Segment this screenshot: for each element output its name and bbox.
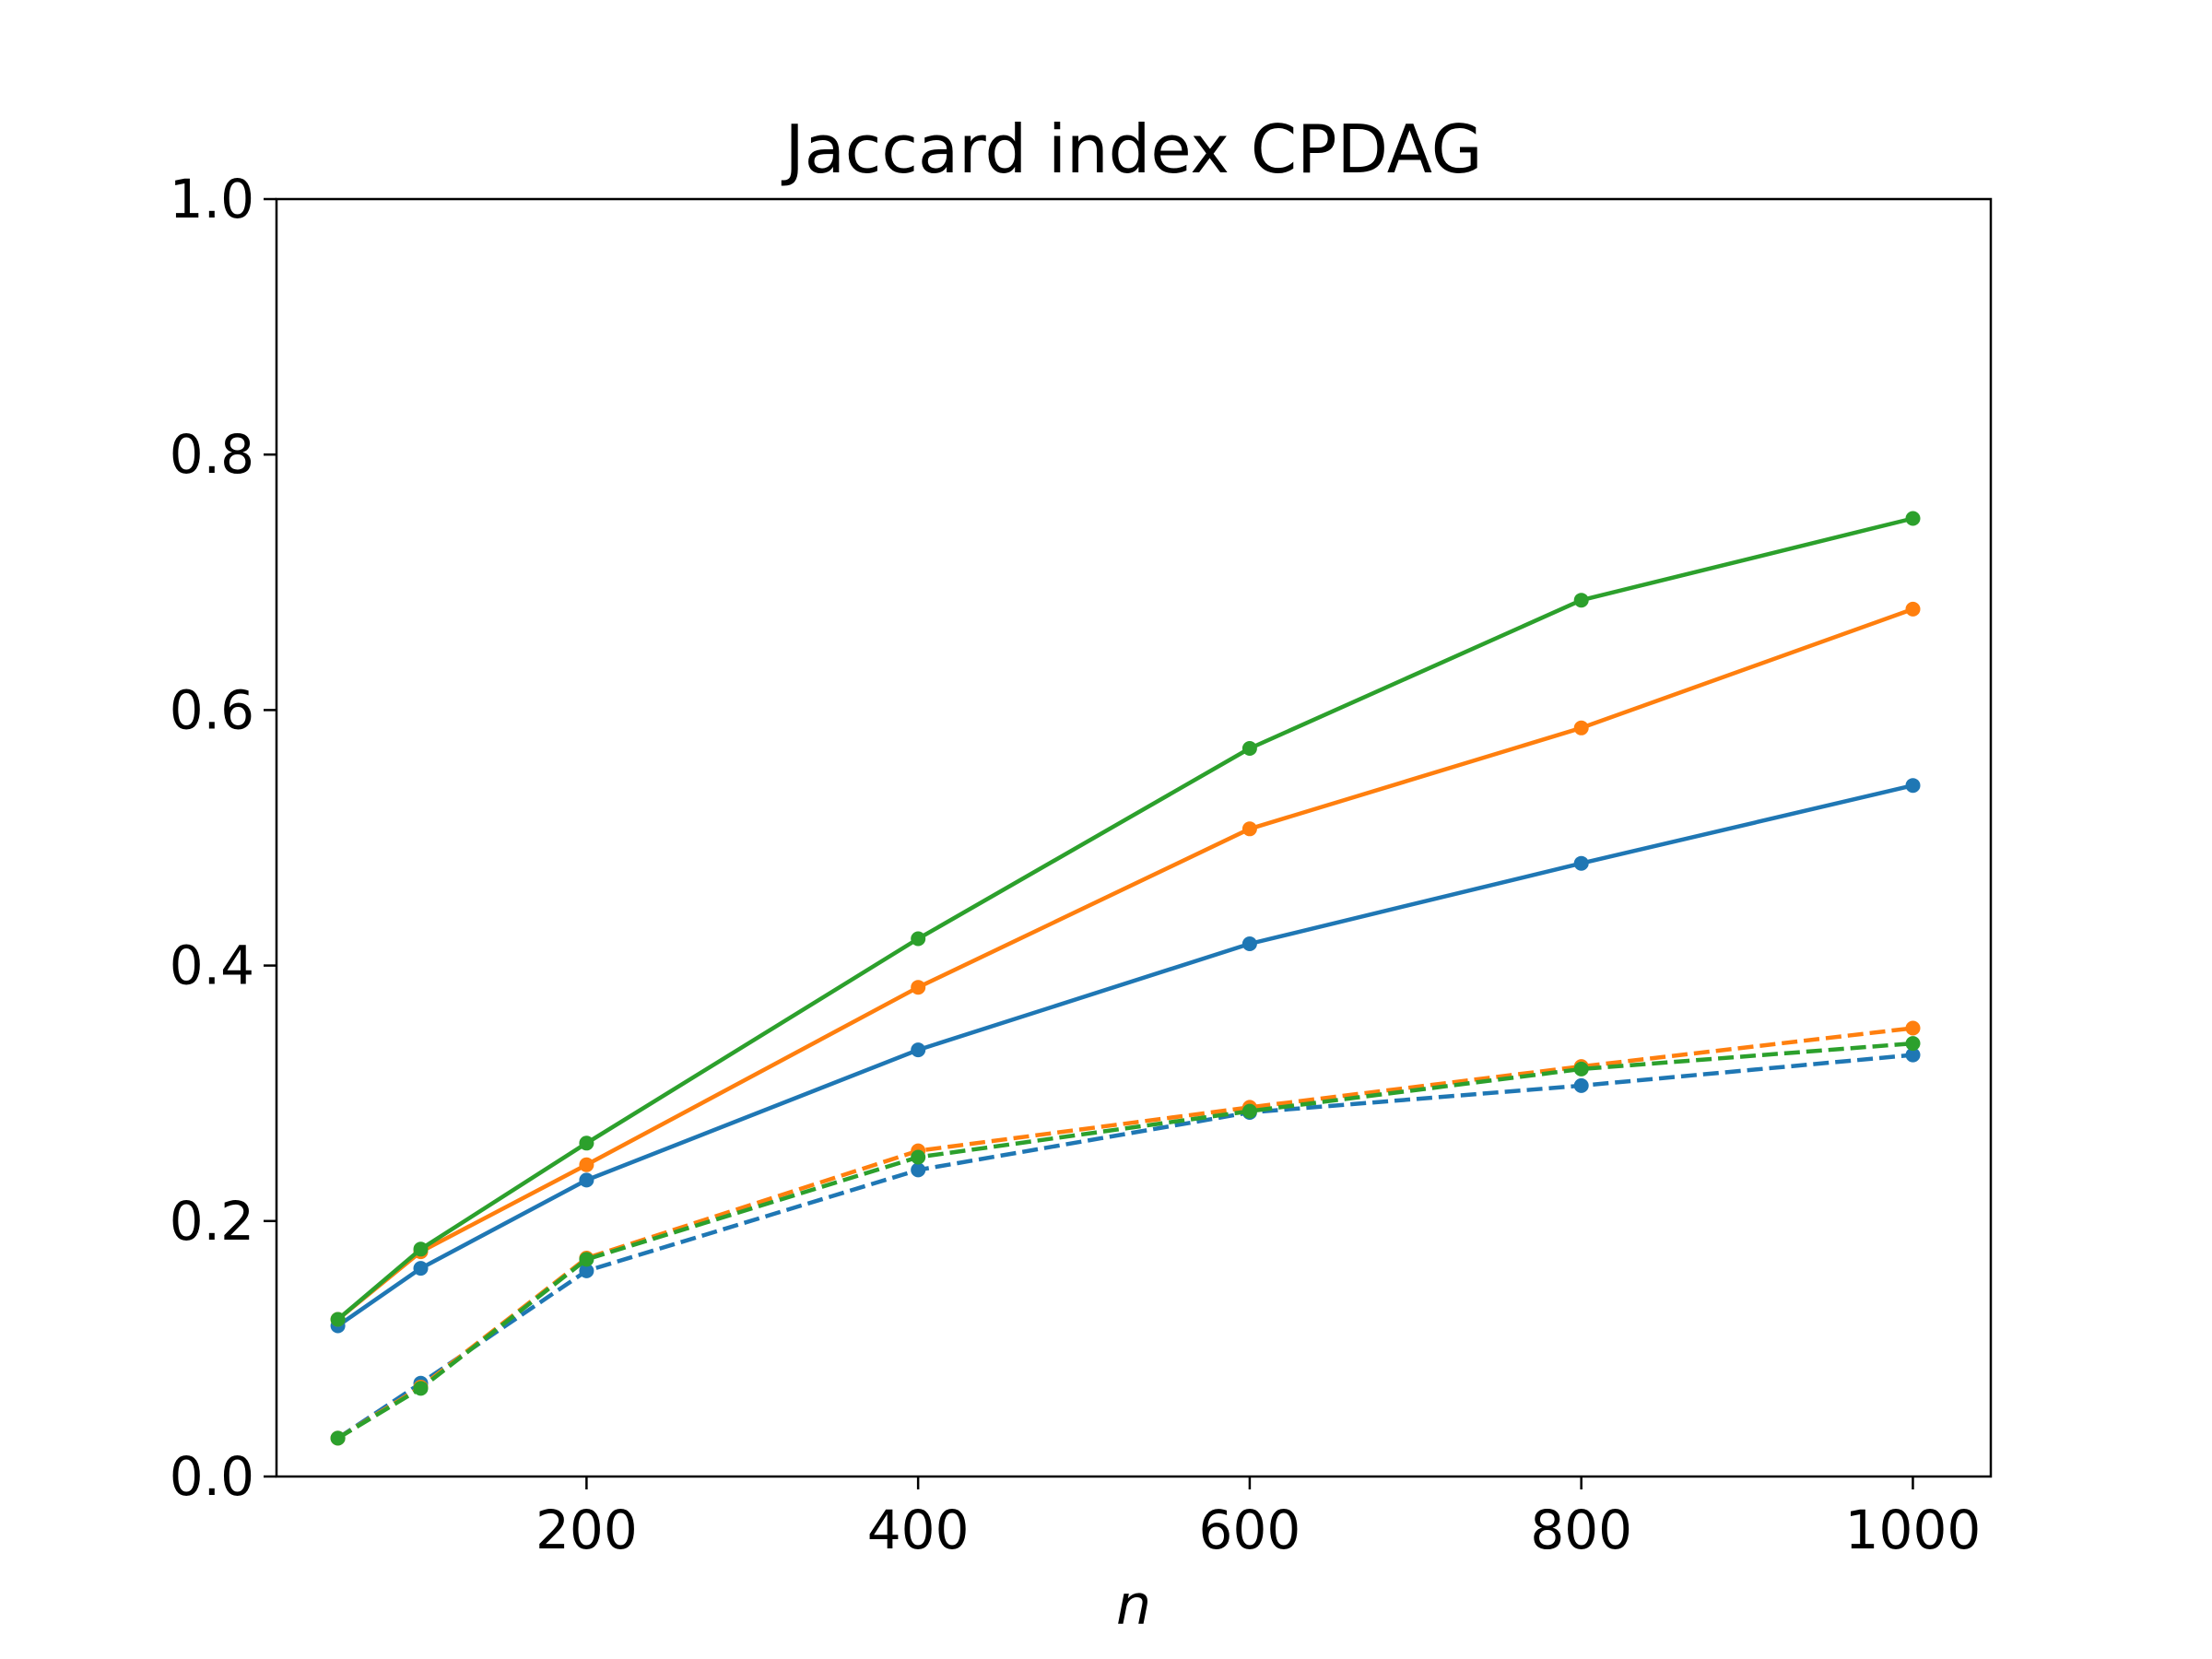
data-point [413,1261,429,1277]
data-point [579,1157,594,1172]
y-tick-label: 0.0 [170,1445,254,1508]
y-tick-label: 0.6 [170,678,254,741]
data-point [1241,821,1257,837]
y-tick-label: 0.2 [170,1190,254,1253]
data-point [1905,1047,1921,1063]
ticks-layer: 200 400 600 800 1000 0.0 0.2 0.4 0.6 0.8 1.0 [170,168,1982,1561]
x-tick-label: 400 [867,1499,970,1561]
data-point [579,1135,594,1151]
data-point [1905,1036,1921,1052]
data-point [1573,1077,1589,1093]
data-point [1241,741,1257,756]
data-point [330,1312,346,1327]
series-3 [330,511,1921,1327]
data-point [911,1042,926,1058]
data-point [911,931,926,947]
data-point [1573,720,1589,735]
data-point [911,980,926,995]
chart-title: Jaccard index CPDAG [781,111,1482,188]
data-point [330,1430,346,1446]
data-point [1241,1103,1257,1119]
data-point [1905,778,1921,794]
data-point [1573,1061,1589,1077]
plot-background [276,199,1991,1477]
data-point [911,1149,926,1165]
data-point [579,1252,594,1267]
data-point [1905,1020,1921,1036]
data-point [413,1241,429,1257]
y-tick-label: 1.0 [170,168,254,230]
x-tick-label: 600 [1199,1499,1301,1561]
data-point [1573,855,1589,871]
data-point [1905,511,1921,526]
data-point [1573,593,1589,608]
plot-frame [275,197,1993,1478]
series-6 [330,1036,1921,1446]
data-point [1241,936,1257,951]
y-tick-label: 0.4 [170,935,254,997]
y-tick-label: 0.8 [170,423,254,486]
data-point [1905,601,1921,617]
series-1 [330,778,1921,1334]
data-point [579,1172,594,1188]
data-point [579,1263,594,1278]
x-tick-label: 800 [1530,1499,1632,1561]
x-axis-label: n [1116,1573,1151,1638]
data-point [413,1381,429,1396]
data-point [911,1162,926,1178]
series-layer [330,511,1921,1446]
x-tick-label: 200 [535,1499,638,1561]
x-tick-label: 1000 [1845,1499,1982,1561]
